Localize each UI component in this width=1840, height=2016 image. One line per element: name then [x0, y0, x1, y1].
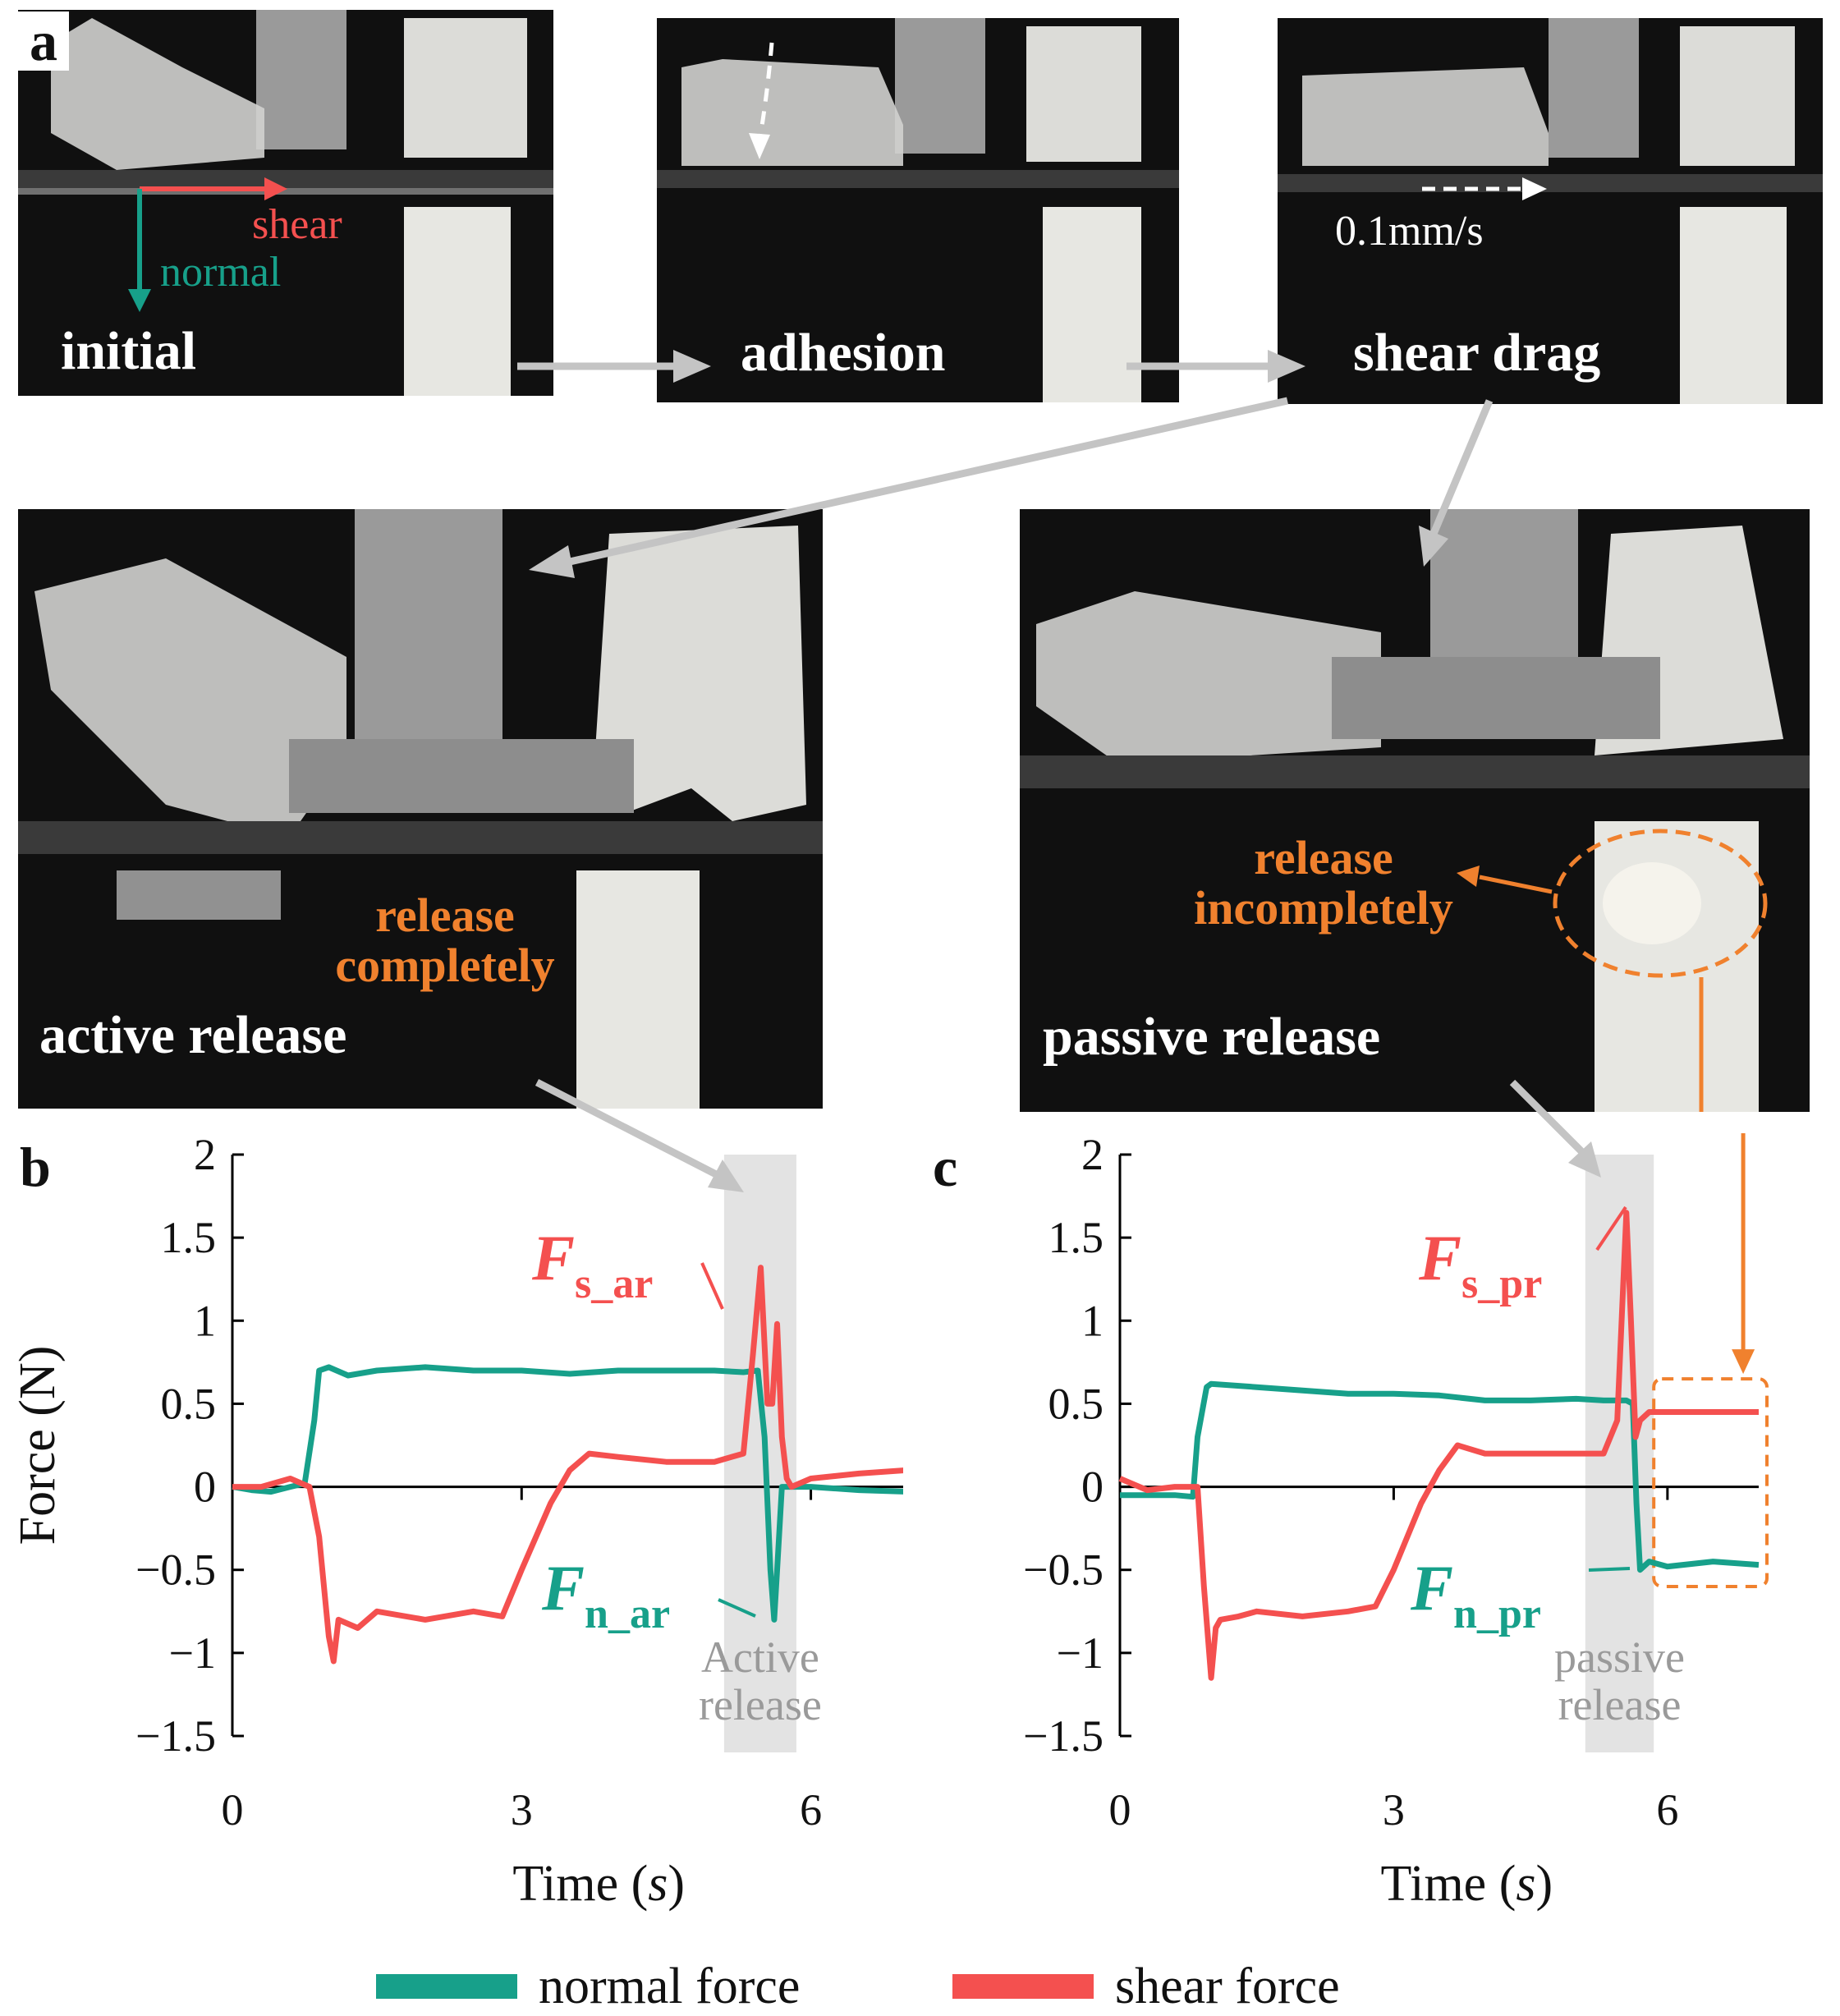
series-normal-b — [232, 1364, 903, 1623]
note-release-completely: release completely — [281, 889, 609, 992]
series-shear-b — [232, 1265, 903, 1665]
dashed-box-c — [1652, 1377, 1769, 1588]
photo-active-release-scene — [18, 509, 823, 1109]
label-adhesion: adhesion — [741, 323, 946, 383]
label-normal: normal — [160, 249, 282, 296]
x-axis-label-c: Time (s) — [1381, 1856, 1553, 1912]
label-active-release: active release — [39, 1005, 347, 1065]
y-tick-label-c: 2 — [1081, 1133, 1104, 1179]
label-shear: shear — [252, 201, 342, 248]
annotation-shear-c: Fs_pr — [1418, 1222, 1542, 1307]
y-tick-label-b: −1.5 — [135, 1711, 216, 1761]
y-tick-label-b: −0.5 — [135, 1545, 216, 1595]
annotation-normal-c: Fn_pr — [1410, 1552, 1541, 1637]
shear-normal-axes — [128, 177, 287, 312]
label-initial: initial — [61, 321, 197, 381]
y-tick-label-c: −0.5 — [1023, 1545, 1104, 1595]
y-tick-label-b: 0.5 — [161, 1379, 217, 1428]
y-tick-label-b: 2 — [194, 1133, 216, 1179]
photo-shear-drag: 0.1mm/s shear drag — [1278, 18, 1823, 404]
label-shear-drag: shear drag — [1353, 323, 1601, 383]
photo-initial: shear normal initial — [18, 10, 553, 396]
note-release-incompletely: release incompletely — [1159, 833, 1488, 934]
y-axis-label-b: Force (N) — [10, 1346, 66, 1545]
legend-shear-swatch — [952, 1974, 1094, 1999]
photo-adhesion-scene — [657, 18, 1179, 402]
note-release-inc-line1: release — [1254, 831, 1393, 884]
x-tick-label-b: 0 — [222, 1785, 244, 1835]
annotation-arrow-shear-b — [700, 1262, 724, 1310]
panel-b-letter: b — [20, 1136, 51, 1198]
highlight-label-2-b: release — [699, 1680, 822, 1729]
y-tick-label-b: 1.5 — [161, 1213, 217, 1262]
x-tick-label-c: 0 — [1109, 1785, 1131, 1835]
annotation-arrow-shear-c — [1595, 1205, 1627, 1251]
annotation-arrow-normal-b — [718, 1598, 756, 1618]
x-tick-label-b: 3 — [511, 1785, 533, 1835]
y-tick-label-c: 1 — [1081, 1296, 1104, 1345]
legend-normal-swatch — [376, 1974, 517, 1999]
note-release-line1: release — [375, 889, 515, 942]
photo-active-release: release completely active release — [18, 509, 823, 1109]
legend-shear-label: shear force — [1115, 1958, 1340, 2014]
label-passive-release: passive release — [1043, 1007, 1381, 1067]
legend-shear: shear force — [952, 1957, 1340, 2016]
y-tick-label-b: 0 — [194, 1463, 216, 1512]
y-tick-label-c: 1.5 — [1048, 1213, 1104, 1262]
highlight-label-1-c: passive — [1554, 1633, 1685, 1682]
annotation-arrow-normal-c — [1588, 1567, 1631, 1572]
orange-arrowhead-c — [1732, 1349, 1755, 1375]
photo-passive-release: release incompletely passive release — [1020, 509, 1810, 1112]
x-tick-label-b: 6 — [800, 1785, 822, 1835]
photo-shear-drag-scene — [1278, 18, 1823, 404]
label-speed: 0.1mm/s — [1335, 208, 1484, 255]
panel-a-letter: a — [18, 11, 69, 71]
photo-adhesion: adhesion — [657, 18, 1179, 402]
y-tick-label-b: −1 — [169, 1628, 216, 1678]
note-release-line2: completely — [335, 938, 555, 992]
y-tick-label-c: 0 — [1081, 1463, 1104, 1512]
legend-normal-label: normal force — [539, 1958, 801, 2014]
annotation-shear-b: Fs_ar — [531, 1222, 653, 1307]
y-tick-label-b: 1 — [194, 1296, 216, 1345]
y-tick-label-c: −1 — [1057, 1628, 1104, 1678]
note-release-inc-line2: incompletely — [1194, 880, 1453, 935]
x-tick-label-c: 6 — [1656, 1785, 1678, 1835]
x-tick-label-c: 3 — [1383, 1785, 1405, 1835]
highlight-label-2-c: release — [1558, 1680, 1682, 1729]
photo-passive-release-scene — [1020, 509, 1810, 1112]
series-shear-c — [1118, 1210, 1759, 1681]
annotation-normal-b: Fn_ar — [541, 1552, 670, 1637]
legend-normal: normal force — [376, 1957, 800, 2016]
highlight-label-1-b: Active — [701, 1633, 819, 1682]
series-normal-c — [1120, 1380, 1760, 1573]
photo-initial-scene — [18, 10, 553, 396]
y-tick-label-c: −1.5 — [1023, 1711, 1104, 1761]
panel-c-letter: c — [933, 1136, 958, 1198]
y-tick-label-c: 0.5 — [1048, 1379, 1104, 1428]
x-axis-label-b: Time (s) — [512, 1856, 685, 1912]
